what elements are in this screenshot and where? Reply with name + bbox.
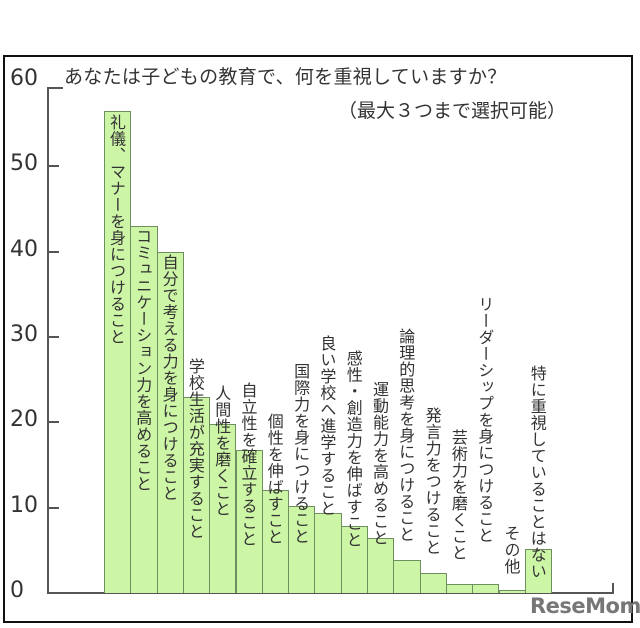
bar <box>182 396 211 593</box>
chart-subtitle: （最大３つまで選択可能） <box>338 100 567 122</box>
bar-label: コミュニケーション力を高めること <box>133 228 153 492</box>
bar-label: 特に重視していることはない <box>527 365 547 580</box>
y-tick-mark <box>47 506 59 509</box>
y-tick-label: 10 <box>10 492 38 518</box>
resemom-logo: ReseMom <box>530 594 640 618</box>
bar <box>419 572 447 593</box>
y-tick-mark <box>47 421 59 424</box>
x-axis-end-tick <box>612 583 614 593</box>
y-axis <box>47 88 49 594</box>
y-tick-label: 0 <box>10 578 24 603</box>
bar-label: リーダーシップを身につけること <box>475 296 495 544</box>
bar <box>445 584 474 593</box>
bar-label: 国際力を身につけること <box>291 363 311 545</box>
y-tick-label: 40 <box>10 236 38 262</box>
y-tick-mark <box>47 336 59 338</box>
bar-label: 自分で考える力を身につけること <box>159 254 179 502</box>
y-tick-label: 30 <box>10 322 38 347</box>
bar-label: 運動能力を高めること <box>370 381 389 546</box>
bar <box>340 526 368 593</box>
y-axis-top-tick <box>47 87 63 89</box>
bar <box>524 548 553 593</box>
bar <box>235 450 263 593</box>
bar-label: 論理的思考を身につけること <box>396 328 416 543</box>
bar-label: 感性・創造力を伸ばすこと <box>343 350 363 548</box>
bar-label: 良い学校へ進学すること <box>317 335 337 517</box>
bar-label: 個性を伸ばすこと <box>264 413 284 545</box>
bar-label: 自立性を確立すること <box>238 382 258 547</box>
bar-label: 発言力をつけること <box>422 407 442 556</box>
bar <box>367 538 395 593</box>
bar-label: その他 <box>501 525 521 575</box>
bar <box>393 559 421 593</box>
bar <box>498 590 526 593</box>
bar <box>130 226 158 593</box>
y-tick-label: 60 <box>10 66 38 91</box>
y-tick-mark <box>47 165 59 168</box>
y-tick-label: 50 <box>10 151 38 177</box>
bar-label: 芸術力を磨くこと <box>448 429 468 561</box>
bar-label: 礼儀、マナーを身につけること <box>107 114 126 345</box>
bar-label: 学校生活が充実すること <box>185 358 205 540</box>
y-tick-label: 20 <box>10 407 38 433</box>
y-tick-mark <box>47 250 59 253</box>
bar-label: 人間性を磨くこと <box>212 385 232 517</box>
x-axis <box>47 592 614 594</box>
chart-title: あなたは子どもの教育で、何を重視していますか？ <box>64 66 507 88</box>
bar <box>472 584 500 593</box>
bar <box>314 512 342 593</box>
bar <box>261 489 290 593</box>
